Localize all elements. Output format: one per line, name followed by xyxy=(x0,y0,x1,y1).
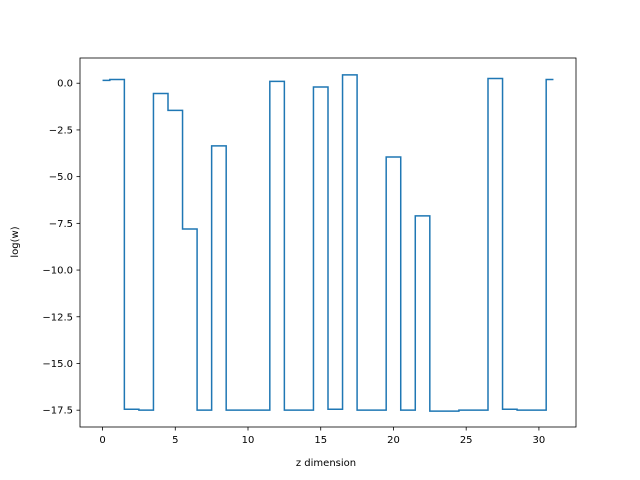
x-axis-label: z dimension xyxy=(296,458,356,469)
y-tick-label: −17.5 xyxy=(42,406,73,417)
x-tick-label: 25 xyxy=(460,435,473,446)
y-tick-label: 0.0 xyxy=(57,79,73,90)
x-tick-label: 20 xyxy=(387,435,400,446)
axes: 0 5 10 15 20 25 30 0.0 −2.5 −5.0 −7.5 −10.0 −12.5 −15… xyxy=(42,57,577,446)
y-tick-label: −15.0 xyxy=(42,359,73,370)
x-tick-label: 15 xyxy=(314,435,327,446)
y-tick-label: −2.5 xyxy=(49,125,73,136)
y-tick-label: −12.5 xyxy=(42,312,73,323)
y-tick-label: −7.5 xyxy=(49,219,73,230)
x-tick-label: 10 xyxy=(242,435,255,446)
plot-area xyxy=(102,74,554,412)
x-tick-label: 30 xyxy=(533,435,546,446)
y-axis-label: log(w) xyxy=(10,226,21,257)
axes-frame xyxy=(79,57,577,428)
x-tick-label: 5 xyxy=(172,435,178,446)
y-tick-label: −10.0 xyxy=(42,266,73,277)
y-tick-label: −5.0 xyxy=(49,172,73,183)
series-line-0 xyxy=(102,74,554,412)
x-tick-label: 0 xyxy=(99,435,105,446)
